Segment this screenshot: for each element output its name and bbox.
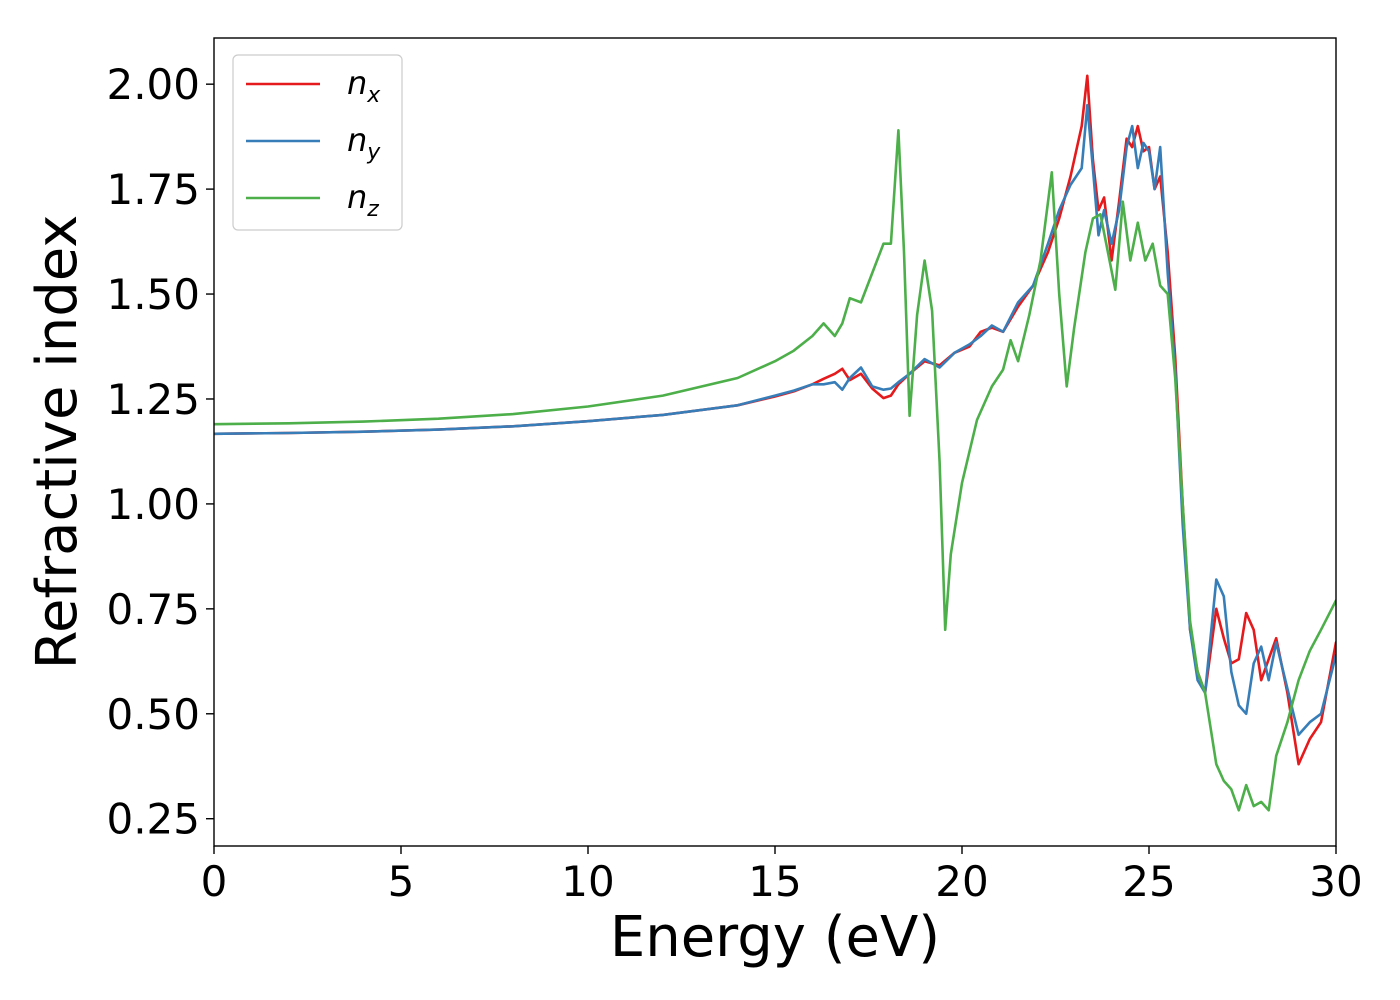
legend-box [232,54,403,231]
legend-label-y: ny [347,121,381,165]
y-axis-ticks: 0.25 0.50 0.75 1.00 1.25 1.50 1.75 2.00 [106,60,214,844]
y-tick-label: 1.25 [106,375,200,424]
series-lines [214,74,1336,812]
series-line-y [214,103,1336,737]
y-tick-label: 0.50 [106,690,200,739]
x-tick-label: 15 [748,857,801,906]
y-tick-label: 1.00 [106,480,200,529]
y-tick-label: 1.50 [106,270,200,319]
x-tick-label: 25 [1122,857,1175,906]
y-axis-title: Refractive index [25,215,90,670]
x-tick-label: 20 [935,857,988,906]
x-axis-ticks: 0 5 10 15 20 25 30 [201,846,1363,906]
x-tick-label: 30 [1309,857,1362,906]
x-tick-label: 5 [388,857,415,906]
y-tick-label: 2.00 [106,60,200,109]
series-line-z [214,129,1336,812]
y-tick-label: 0.75 [106,585,200,634]
legend-label-z: nz [347,178,379,222]
y-tick-label: 0.25 [106,795,200,844]
legend: nx ny nz [232,54,403,231]
x-tick-label: 10 [561,857,614,906]
x-tick-label: 0 [201,857,228,906]
x-axis-title: Energy (eV) [610,905,940,970]
y-tick-label: 1.75 [106,165,200,214]
legend-label-x: nx [347,64,381,108]
